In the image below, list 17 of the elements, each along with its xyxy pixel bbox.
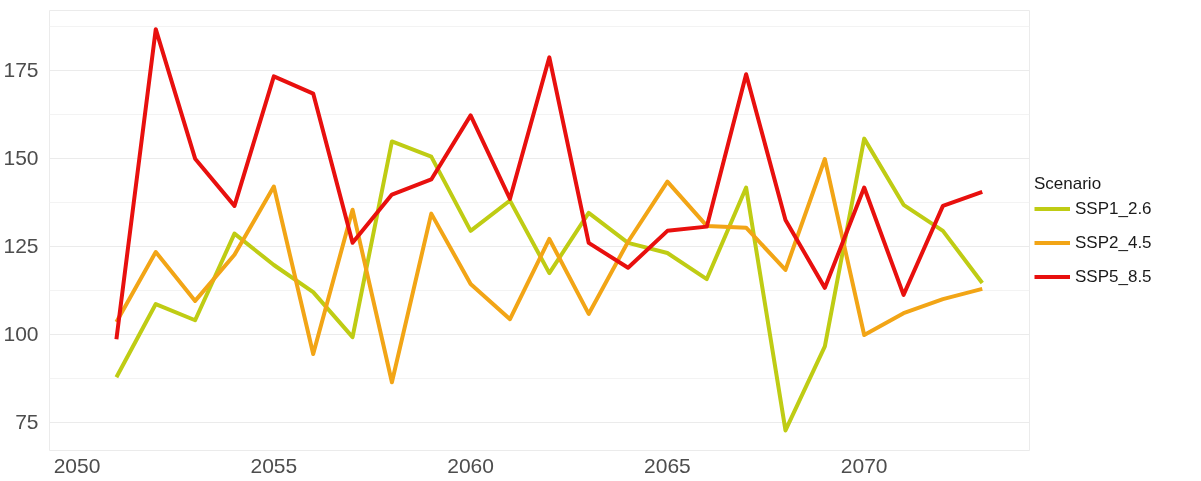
- x-tick-label: 2065: [644, 453, 691, 477]
- x-tick-label: 2060: [447, 453, 494, 477]
- y-tick-label: 75: [15, 410, 39, 434]
- line-series: [114, 157, 985, 385]
- line-series: [114, 136, 985, 433]
- legend-label: SSP5_8.5: [1075, 266, 1152, 287]
- y-tick-label: 125: [3, 234, 39, 258]
- line-series: [114, 27, 985, 342]
- y-tick-label: 150: [3, 146, 39, 170]
- legend-label: SSP1_2.6: [1075, 198, 1152, 219]
- x-tick-label: 2050: [53, 453, 101, 477]
- legend-label: SSP2_4.5: [1075, 232, 1152, 253]
- y-tick-label: 175: [3, 58, 39, 82]
- x-tick-label: 2055: [250, 453, 298, 477]
- x-tick-label: 2070: [840, 453, 888, 477]
- legend-title: Scenario: [1034, 173, 1103, 194]
- y-tick-label: 100: [3, 322, 39, 346]
